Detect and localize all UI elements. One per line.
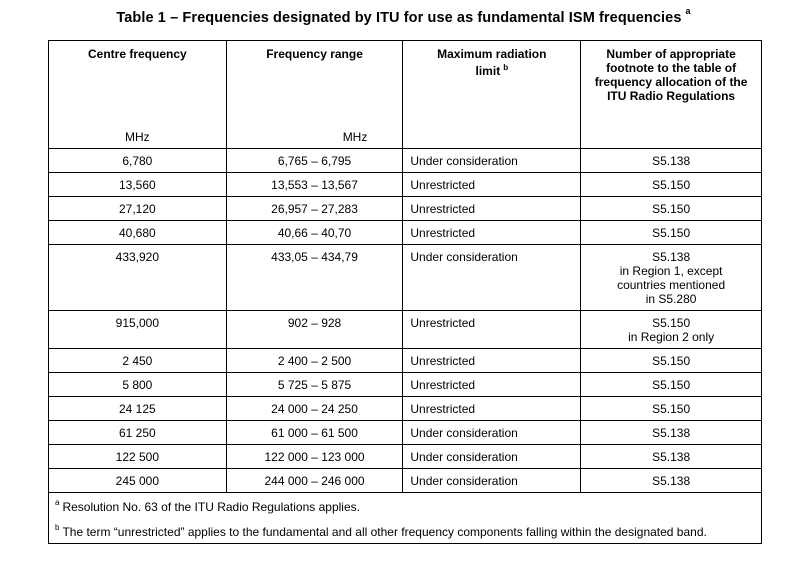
header-centre-frequency: Centre frequency MHz bbox=[48, 40, 227, 149]
table-row: 245 000 244 000 – 246 000 Under considerat… bbox=[48, 468, 762, 493]
header-footnote-number-label: Number of appropriate footnote to the ta… bbox=[594, 47, 748, 103]
header-frequency-range: Frequency range MHz bbox=[225, 40, 404, 149]
radiation-limit-cell: Under consideration bbox=[402, 468, 582, 493]
note-row-b: b The term “unrestricted” applies to the … bbox=[48, 518, 762, 544]
radiation-limit-cell: Unrestricted bbox=[402, 348, 582, 373]
note-b: b The term “unrestricted” applies to the … bbox=[48, 518, 762, 544]
table-row: 915,000 902 – 928 Unrestricted S5.150 in Re… bbox=[48, 310, 762, 349]
frequency-range-cell: 40,66 – 40,70 bbox=[225, 220, 404, 245]
footnote-cell: S5.138 bbox=[580, 420, 762, 445]
table-row: 27,120 26,957 – 27,283 Unrestricted S5.150 bbox=[48, 196, 762, 221]
footnote-cell: S5.150 bbox=[580, 348, 762, 373]
table-title: Table 1 – Frequencies designated by ITU … bbox=[0, 6, 807, 26]
centre-frequency-cell: 27,120 bbox=[48, 196, 227, 221]
frequency-range-cell: 5 725 – 5 875 bbox=[225, 372, 404, 397]
note-a-mark: a bbox=[55, 498, 60, 507]
centre-frequency-cell: 40,680 bbox=[48, 220, 227, 245]
footnote-cell: S5.138 bbox=[580, 444, 762, 469]
table-row: 6,780 6,765 – 6,795 Under consideration S5.… bbox=[48, 148, 762, 173]
table-row: 122 500 122 000 – 123 000 Under considerat… bbox=[48, 444, 762, 469]
table-notes: a Resolution No. 63 of the ITU Radio Regu… bbox=[48, 492, 762, 544]
frequency-range-cell: 13,553 – 13,567 bbox=[225, 172, 404, 197]
centre-frequency-cell: 915,000 bbox=[48, 310, 227, 349]
header-footnote-number: Number of appropriate footnote to the ta… bbox=[580, 40, 762, 149]
radiation-limit-cell: Under consideration bbox=[402, 420, 582, 445]
note-a-text: Resolution No. 63 of the ITU Radio Regul… bbox=[62, 500, 360, 514]
header-max-radiation-label: Maximum radiation limit bbox=[437, 47, 547, 78]
footnote-cell: S5.150 bbox=[580, 220, 762, 245]
centre-frequency-cell: 5 800 bbox=[48, 372, 227, 397]
header-range-unit: MHz bbox=[342, 130, 368, 144]
note-row-a: a Resolution No. 63 of the ITU Radio Regu… bbox=[48, 492, 762, 518]
table-row: 24 125 24 000 – 24 250 Unrestricted S5.150 bbox=[48, 396, 762, 421]
radiation-limit-cell: Unrestricted bbox=[402, 310, 582, 349]
note-a: a Resolution No. 63 of the ITU Radio Regu… bbox=[48, 492, 762, 518]
radiation-limit-cell: Unrestricted bbox=[402, 196, 582, 221]
radiation-limit-cell: Unrestricted bbox=[402, 220, 582, 245]
radiation-limit-cell: Unrestricted bbox=[402, 172, 582, 197]
table-row: 5 800 5 725 – 5 875 Unrestricted S5.150 bbox=[48, 372, 762, 397]
table-row: 13,560 13,553 – 13,567 Unrestricted S5.150 bbox=[48, 172, 762, 197]
table-row: 2 450 2 400 – 2 500 Unrestricted S5.150 bbox=[48, 348, 762, 373]
footnote-cell: S5.150 bbox=[580, 396, 762, 421]
table-row: 40,680 40,66 – 40,70 Unrestricted S5.150 bbox=[48, 220, 762, 245]
footnote-cell: S5.138 bbox=[580, 148, 762, 173]
radiation-limit-cell: Under consideration bbox=[402, 148, 582, 173]
table-row: 61 250 61 000 – 61 500 Under consideration… bbox=[48, 420, 762, 445]
table-title-note-mark: a bbox=[685, 6, 691, 16]
ism-frequency-table: Centre frequency MHz Frequency range MHz… bbox=[48, 40, 762, 544]
footnote-cell: S5.138 in Region 1, except countries men… bbox=[580, 244, 762, 311]
centre-frequency-cell: 433,920 bbox=[48, 244, 227, 311]
frequency-range-cell: 433,05 – 434,79 bbox=[225, 244, 404, 311]
table-title-text: Table 1 – Frequencies designated by ITU … bbox=[116, 9, 682, 26]
header-max-radiation-limit: Maximum radiation limit b bbox=[402, 40, 582, 149]
frequency-range-cell: 24 000 – 24 250 bbox=[225, 396, 404, 421]
frequency-range-cell: 244 000 – 246 000 bbox=[225, 468, 404, 493]
header-max-radiation-note-mark: b bbox=[503, 63, 509, 72]
note-b-mark: b bbox=[55, 523, 60, 532]
radiation-limit-cell: Under consideration bbox=[402, 444, 582, 469]
radiation-limit-cell: Under consideration bbox=[402, 244, 582, 311]
centre-frequency-cell: 61 250 bbox=[48, 420, 227, 445]
centre-frequency-cell: 6,780 bbox=[48, 148, 227, 173]
footnote-cell: S5.138 bbox=[580, 468, 762, 493]
footnote-cell: S5.150 in Region 2 only bbox=[580, 310, 762, 349]
centre-frequency-cell: 122 500 bbox=[48, 444, 227, 469]
table-row: 433,920 433,05 – 434,79 Under consideratio… bbox=[48, 244, 762, 311]
table-body: 6,780 6,765 – 6,795 Under consideration S5.… bbox=[48, 148, 762, 493]
header-centre-frequency-label: Centre frequency bbox=[87, 47, 187, 61]
frequency-range-cell: 2 400 – 2 500 bbox=[225, 348, 404, 373]
centre-frequency-cell: 245 000 bbox=[48, 468, 227, 493]
header-max-radiation-wrap: Maximum radiation limit b bbox=[403, 41, 580, 78]
frequency-range-cell: 902 – 928 bbox=[225, 310, 404, 349]
frequency-range-cell: 6,765 – 6,795 bbox=[225, 148, 404, 173]
header-frequency-range-label: Frequency range bbox=[266, 47, 363, 61]
frequency-range-cell: 122 000 – 123 000 bbox=[225, 444, 404, 469]
centre-frequency-cell: 24 125 bbox=[48, 396, 227, 421]
frequency-range-cell: 26,957 – 27,283 bbox=[225, 196, 404, 221]
note-b-text: The term “unrestricted” applies to the f… bbox=[62, 525, 707, 539]
centre-frequency-cell: 2 450 bbox=[48, 348, 227, 373]
footnote-cell: S5.150 bbox=[580, 372, 762, 397]
table-header-row: Centre frequency MHz Frequency range MHz… bbox=[48, 40, 762, 149]
frequency-range-cell: 61 000 – 61 500 bbox=[225, 420, 404, 445]
radiation-limit-cell: Unrestricted bbox=[402, 396, 582, 421]
header-centre-unit: MHz bbox=[125, 130, 150, 144]
centre-frequency-cell: 13,560 bbox=[48, 172, 227, 197]
footnote-cell: S5.150 bbox=[580, 172, 762, 197]
footnote-cell: S5.150 bbox=[580, 196, 762, 221]
radiation-limit-cell: Unrestricted bbox=[402, 372, 582, 397]
